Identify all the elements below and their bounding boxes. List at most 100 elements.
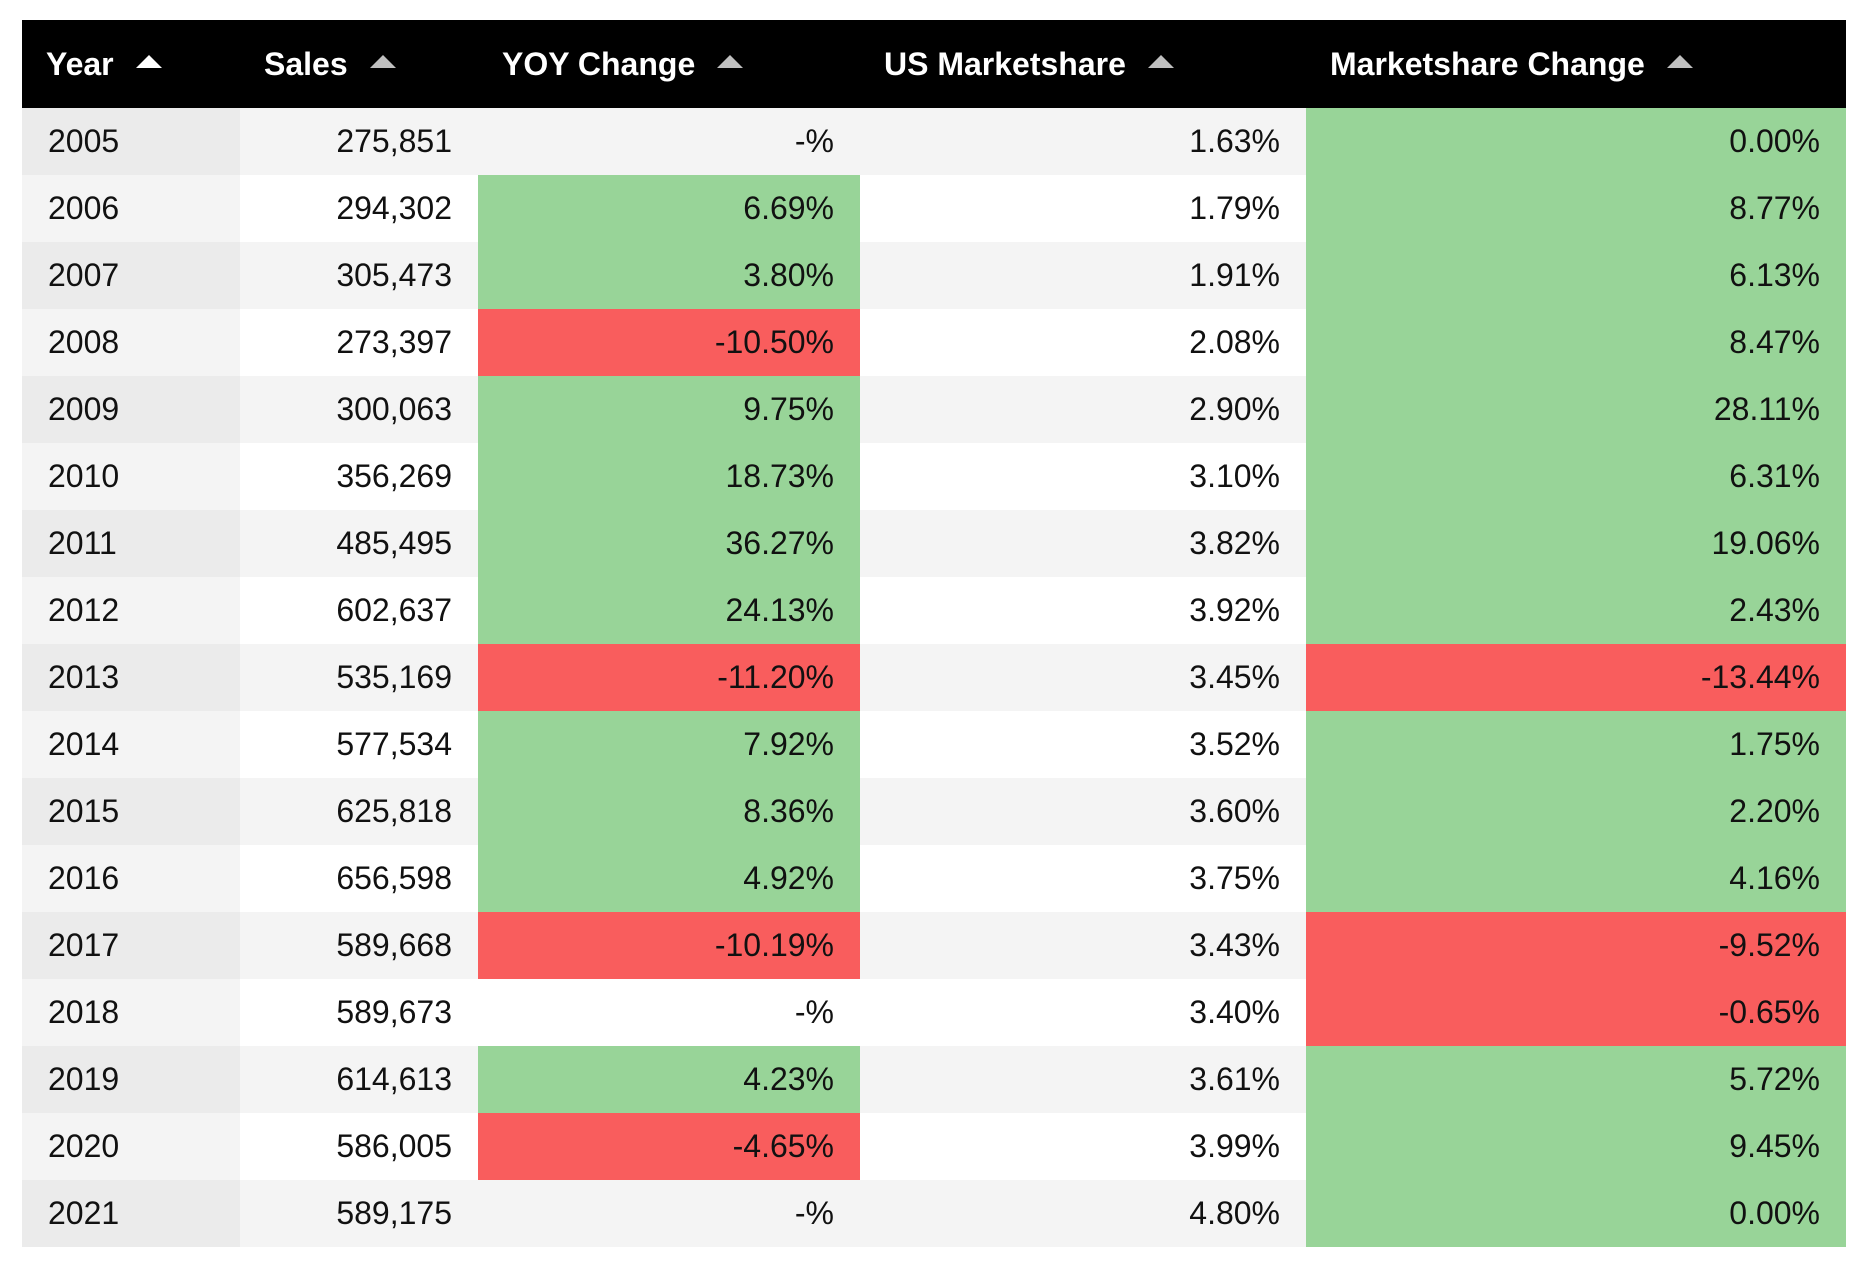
cell-sales: 614,613: [240, 1046, 478, 1113]
cell-yoy-change: 18.73%: [478, 443, 860, 510]
sort-up-icon[interactable]: [1147, 54, 1174, 68]
cell-us-marketshare: 1.79%: [860, 175, 1306, 242]
cell-marketshare-change: 6.31%: [1306, 443, 1846, 510]
cell-year: 2016: [22, 845, 240, 912]
table-row: 2006 294,302 6.69% 1.79% 8.77%: [22, 175, 1846, 242]
cell-marketshare-change: 28.11%: [1306, 376, 1846, 443]
table-row: 2013 535,169 -11.20% 3.45% -13.44%: [22, 644, 1846, 711]
cell-us-marketshare: 3.52%: [860, 711, 1306, 778]
cell-yoy-change: -%: [478, 108, 860, 175]
cell-marketshare-change: 8.77%: [1306, 175, 1846, 242]
cell-marketshare-change: 8.47%: [1306, 309, 1846, 376]
sort-up-icon[interactable]: [369, 54, 396, 68]
cell-sales: 275,851: [240, 108, 478, 175]
cell-yoy-change: -4.65%: [478, 1113, 860, 1180]
cell-marketshare-change: 0.00%: [1306, 1180, 1846, 1247]
cell-us-marketshare: 3.60%: [860, 778, 1306, 845]
cell-marketshare-change: 0.00%: [1306, 108, 1846, 175]
cell-us-marketshare: 3.92%: [860, 577, 1306, 644]
cell-sales: 294,302: [240, 175, 478, 242]
cell-marketshare-change: 4.16%: [1306, 845, 1846, 912]
cell-us-marketshare: 2.90%: [860, 376, 1306, 443]
cell-sales: 589,673: [240, 979, 478, 1046]
cell-sales: 356,269: [240, 443, 478, 510]
table-header: Year Sales YOY Change US Marketshare Mar…: [22, 20, 1846, 108]
cell-year: 2005: [22, 108, 240, 175]
cell-us-marketshare: 3.75%: [860, 845, 1306, 912]
table-row: 2008 273,397 -10.50% 2.08% 8.47%: [22, 309, 1846, 376]
cell-us-marketshare: 3.10%: [860, 443, 1306, 510]
cell-year: 2013: [22, 644, 240, 711]
cell-us-marketshare: 1.91%: [860, 242, 1306, 309]
cell-us-marketshare: 3.99%: [860, 1113, 1306, 1180]
cell-us-marketshare: 2.08%: [860, 309, 1306, 376]
column-header-yoy-change[interactable]: YOY Change: [478, 20, 860, 108]
table-row: 2010 356,269 18.73% 3.10% 6.31%: [22, 443, 1846, 510]
sort-up-icon[interactable]: [1666, 54, 1693, 68]
cell-sales: 589,668: [240, 912, 478, 979]
column-header-us-marketshare[interactable]: US Marketshare: [860, 20, 1306, 108]
cell-sales: 273,397: [240, 309, 478, 376]
table-row: 2009 300,063 9.75% 2.90% 28.11%: [22, 376, 1846, 443]
cell-us-marketshare: 3.45%: [860, 644, 1306, 711]
cell-sales: 535,169: [240, 644, 478, 711]
cell-year: 2006: [22, 175, 240, 242]
header-row: Year Sales YOY Change US Marketshare Mar…: [22, 20, 1846, 108]
sort-up-icon[interactable]: [717, 54, 744, 68]
cell-year: 2015: [22, 778, 240, 845]
cell-year: 2010: [22, 443, 240, 510]
cell-marketshare-change: 2.43%: [1306, 577, 1846, 644]
cell-us-marketshare: 3.61%: [860, 1046, 1306, 1113]
table-row: 2017 589,668 -10.19% 3.43% -9.52%: [22, 912, 1846, 979]
cell-sales: 589,175: [240, 1180, 478, 1247]
table-row: 2019 614,613 4.23% 3.61% 5.72%: [22, 1046, 1846, 1113]
cell-yoy-change: -10.50%: [478, 309, 860, 376]
cell-yoy-change: 6.69%: [478, 175, 860, 242]
table-row: 2015 625,818 8.36% 3.60% 2.20%: [22, 778, 1846, 845]
cell-year: 2007: [22, 242, 240, 309]
cell-year: 2012: [22, 577, 240, 644]
cell-sales: 656,598: [240, 845, 478, 912]
cell-us-marketshare: 3.43%: [860, 912, 1306, 979]
table-row: 2005 275,851 -% 1.63% 0.00%: [22, 108, 1846, 175]
cell-year: 2008: [22, 309, 240, 376]
cell-sales: 577,534: [240, 711, 478, 778]
cell-marketshare-change: 1.75%: [1306, 711, 1846, 778]
table-row: 2016 656,598 4.92% 3.75% 4.16%: [22, 845, 1846, 912]
cell-year: 2021: [22, 1180, 240, 1247]
cell-year: 2018: [22, 979, 240, 1046]
table-row: 2018 589,673 -% 3.40% -0.65%: [22, 979, 1846, 1046]
column-header-label: YOY Change: [502, 45, 696, 82]
column-header-year[interactable]: Year: [22, 20, 240, 108]
column-header-marketshare-change[interactable]: Marketshare Change: [1306, 20, 1846, 108]
cell-yoy-change: 3.80%: [478, 242, 860, 309]
table-row: 2020 586,005 -4.65% 3.99% 9.45%: [22, 1113, 1846, 1180]
cell-marketshare-change: 9.45%: [1306, 1113, 1846, 1180]
cell-marketshare-change: -13.44%: [1306, 644, 1846, 711]
column-header-sales[interactable]: Sales: [240, 20, 478, 108]
cell-sales: 602,637: [240, 577, 478, 644]
cell-yoy-change: 24.13%: [478, 577, 860, 644]
sales-table-container: Year Sales YOY Change US Marketshare Mar…: [22, 20, 1846, 1247]
sort-up-icon[interactable]: [135, 54, 162, 68]
column-header-label: Year: [46, 45, 114, 82]
cell-marketshare-change: -9.52%: [1306, 912, 1846, 979]
cell-yoy-change: 4.23%: [478, 1046, 860, 1113]
cell-us-marketshare: 3.40%: [860, 979, 1306, 1046]
sales-table: Year Sales YOY Change US Marketshare Mar…: [22, 20, 1846, 1247]
cell-marketshare-change: 5.72%: [1306, 1046, 1846, 1113]
column-header-label: US Marketshare: [884, 45, 1126, 82]
column-header-label: Marketshare Change: [1330, 45, 1645, 82]
table-body: 2005 275,851 -% 1.63% 0.00% 2006 294,302 6.69% 1…: [22, 108, 1846, 1247]
cell-yoy-change: -11.20%: [478, 644, 860, 711]
cell-year: 2011: [22, 510, 240, 577]
cell-yoy-change: -%: [478, 1180, 860, 1247]
cell-yoy-change: 7.92%: [478, 711, 860, 778]
cell-marketshare-change: 2.20%: [1306, 778, 1846, 845]
cell-yoy-change: 36.27%: [478, 510, 860, 577]
cell-yoy-change: -%: [478, 979, 860, 1046]
table-row: 2007 305,473 3.80% 1.91% 6.13%: [22, 242, 1846, 309]
cell-sales: 625,818: [240, 778, 478, 845]
column-header-label: Sales: [264, 45, 348, 82]
table-row: 2011 485,495 36.27% 3.82% 19.06%: [22, 510, 1846, 577]
